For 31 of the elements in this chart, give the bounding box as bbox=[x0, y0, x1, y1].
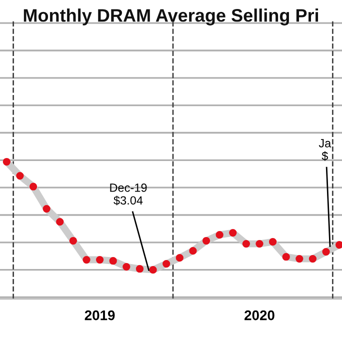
point bbox=[42, 204, 50, 213]
x-tick-label: 2020 bbox=[244, 310, 274, 320]
point bbox=[162, 260, 170, 268]
point bbox=[189, 246, 197, 255]
point bbox=[268, 238, 277, 246]
point bbox=[229, 228, 237, 237]
chart-title: Monthly DRAM Average Selling Pri bbox=[24, 8, 318, 26]
point bbox=[82, 256, 90, 264]
point bbox=[2, 158, 10, 166]
point bbox=[149, 266, 157, 274]
point bbox=[216, 231, 224, 239]
point bbox=[308, 254, 317, 263]
point bbox=[296, 254, 304, 263]
point bbox=[176, 254, 184, 262]
point bbox=[256, 240, 264, 248]
point bbox=[242, 240, 250, 248]
point bbox=[136, 265, 144, 273]
point bbox=[202, 236, 210, 245]
point bbox=[282, 253, 290, 261]
point bbox=[16, 172, 24, 180]
point bbox=[56, 218, 64, 226]
point bbox=[29, 182, 38, 190]
text: Ja $ bbox=[318, 139, 332, 161]
point bbox=[96, 256, 104, 264]
point bbox=[122, 262, 130, 271]
point bbox=[322, 248, 330, 256]
point bbox=[109, 257, 117, 265]
x-tick-label: 2019 bbox=[84, 310, 115, 320]
point bbox=[69, 236, 78, 245]
annotation: Dec-19 $3.04 bbox=[110, 184, 147, 206]
point bbox=[336, 241, 342, 249]
